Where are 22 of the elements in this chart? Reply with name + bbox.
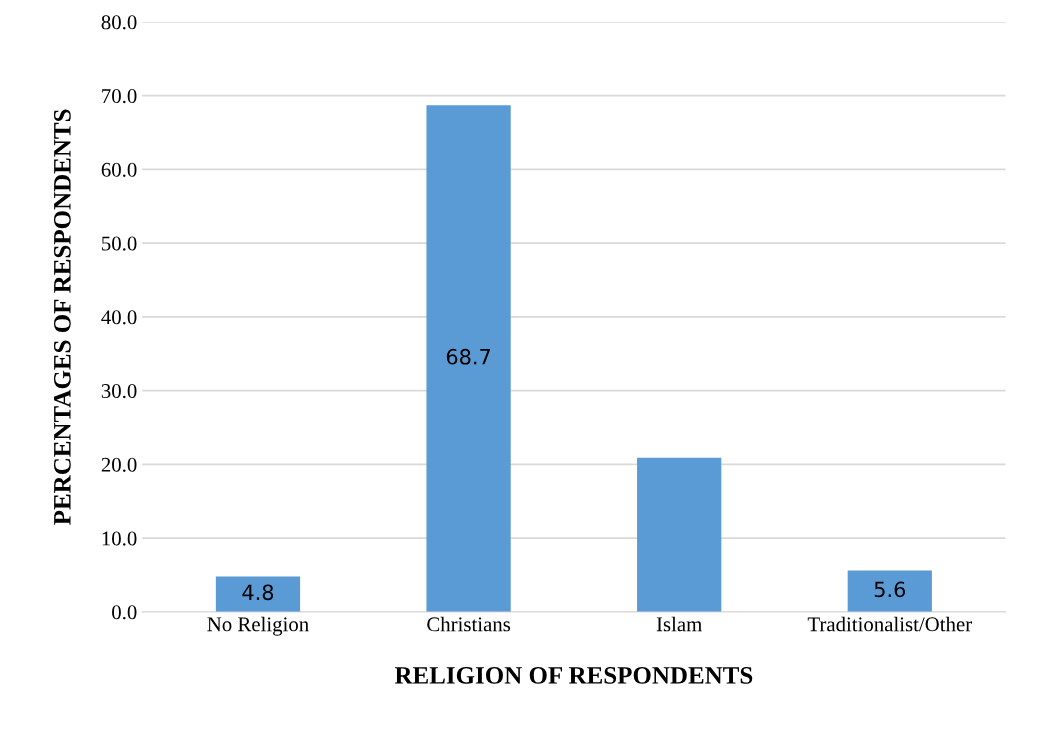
x-tick-label: Islam — [656, 616, 702, 632]
y-axis-title: PERCENTAGES OF RESPONDENTS — [53, 109, 71, 525]
x-tick-label: Christians — [427, 616, 511, 632]
x-tick-label: Traditionalist/Other — [807, 616, 972, 632]
bar — [847, 570, 932, 612]
x-axis-title: RELIGION OF RESPONDENTS — [394, 667, 753, 684]
data-label: 5.6 — [874, 581, 906, 598]
bar — [215, 576, 301, 612]
y-tick-label: 60.0 — [101, 162, 137, 177]
bar — [426, 105, 511, 612]
bar — [637, 457, 722, 612]
data-label: 4.8 — [242, 584, 274, 601]
y-tick-label: 50.0 — [102, 236, 137, 251]
y-tick-label: 30.0 — [101, 384, 137, 399]
y-tick-label: 20.0 — [101, 457, 137, 472]
y-tick-label: 10.0 — [102, 531, 137, 546]
y-tick-label: 0.0 — [112, 605, 137, 620]
data-label: 68.7 — [446, 348, 490, 365]
x-tick-label: No Religion — [207, 616, 309, 636]
y-tick-label: 40.0 — [101, 310, 137, 325]
y-tick-label: 80.0 — [101, 15, 137, 30]
y-tick-label: 70.0 — [102, 89, 137, 104]
